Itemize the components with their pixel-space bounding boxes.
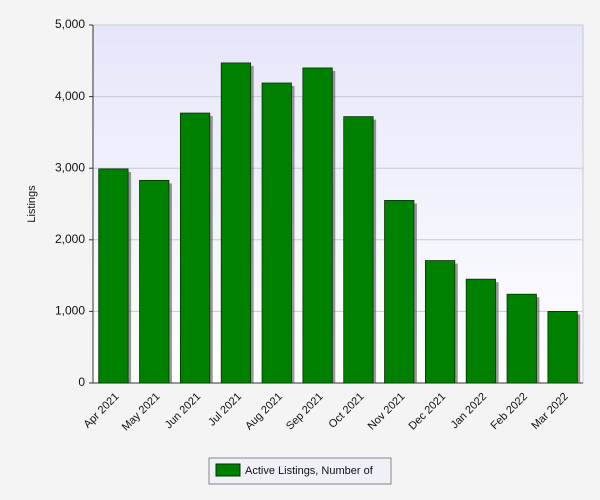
- y-tick-label: 3,000: [55, 160, 85, 174]
- bar: [98, 168, 129, 384]
- bar: [139, 179, 170, 384]
- y-tick-label: 0: [78, 375, 85, 389]
- y-axis-label: Listings: [26, 185, 38, 223]
- legend-label: Active Listings, Number of: [245, 465, 374, 477]
- y-tick-label: 4,000: [55, 89, 85, 103]
- legend-swatch: [215, 463, 241, 477]
- bar: [302, 67, 333, 384]
- bar: [547, 310, 578, 384]
- y-tick-label: 5,000: [55, 17, 85, 31]
- bar: [261, 82, 292, 384]
- bar: [179, 112, 211, 384]
- y-tick-label: 2,000: [55, 232, 85, 246]
- y-tick-label: 1,000: [55, 304, 85, 318]
- plot-area: [92, 24, 584, 384]
- bar: [424, 260, 456, 384]
- bar: [220, 62, 252, 384]
- bar: [465, 278, 497, 384]
- bar: [384, 200, 415, 384]
- bar: [506, 293, 537, 384]
- bar: [343, 116, 374, 384]
